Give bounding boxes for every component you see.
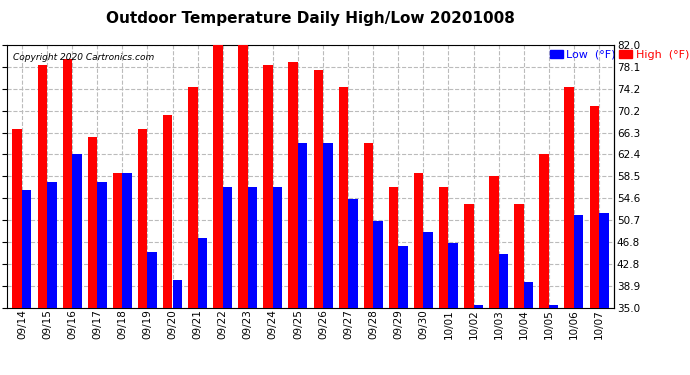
Bar	[72, 154, 81, 308]
Bar	[549, 305, 558, 308]
Bar	[37, 64, 47, 308]
Bar	[499, 255, 509, 308]
Bar	[398, 246, 408, 308]
Bar	[348, 199, 357, 308]
Bar	[464, 204, 473, 308]
Bar	[288, 62, 298, 308]
Bar	[112, 174, 122, 308]
Bar	[473, 305, 483, 308]
Bar	[564, 87, 574, 308]
Bar	[439, 188, 449, 308]
Bar	[197, 238, 207, 308]
Bar	[339, 87, 348, 308]
Bar	[188, 87, 197, 308]
Bar	[424, 232, 433, 308]
Bar	[148, 252, 157, 308]
Text: Outdoor Temperature Daily High/Low 20201008: Outdoor Temperature Daily High/Low 20201…	[106, 11, 515, 26]
Bar	[238, 45, 248, 308]
Bar	[489, 176, 499, 308]
Bar	[88, 137, 97, 308]
Bar	[540, 154, 549, 308]
Bar	[448, 243, 458, 308]
Bar	[599, 213, 609, 308]
Bar	[364, 143, 373, 308]
Bar	[298, 143, 308, 308]
Bar	[574, 215, 584, 308]
Bar	[589, 106, 599, 308]
Bar	[172, 280, 182, 308]
Bar	[388, 188, 398, 308]
Bar	[22, 190, 32, 308]
Bar	[213, 45, 223, 308]
Bar	[248, 188, 257, 308]
Bar	[163, 115, 172, 308]
Bar	[273, 188, 282, 308]
Bar	[323, 143, 333, 308]
Bar	[122, 174, 132, 308]
Bar	[223, 188, 233, 308]
Bar	[12, 129, 22, 308]
Bar	[373, 221, 383, 308]
Bar	[514, 204, 524, 308]
Text: Copyright 2020 Cartronics.com: Copyright 2020 Cartronics.com	[13, 53, 155, 62]
Bar	[264, 64, 273, 308]
Bar	[414, 174, 424, 308]
Bar	[138, 129, 148, 308]
Bar	[47, 182, 57, 308]
Legend: Low  (°F), High  (°F): Low (°F), High (°F)	[545, 45, 690, 64]
Bar	[313, 70, 323, 308]
Bar	[97, 182, 107, 308]
Bar	[524, 282, 533, 308]
Bar	[63, 59, 72, 308]
